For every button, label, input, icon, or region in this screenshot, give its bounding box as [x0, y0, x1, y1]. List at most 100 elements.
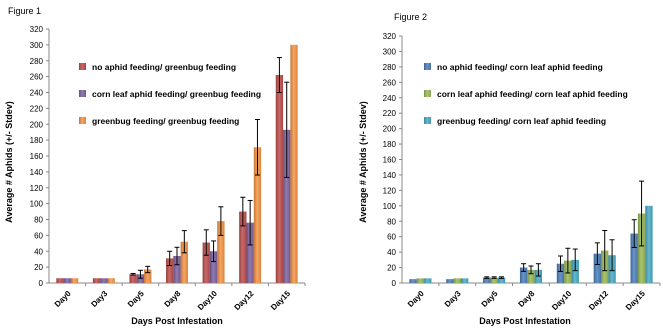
- bar: [556, 263, 565, 283]
- chart-figure-2: Figure 2 0 20 40 60 80 100 120 140 160 180 200 220 24…: [358, 12, 661, 326]
- x-tick-label: Day10: [550, 289, 573, 312]
- bar: [527, 269, 535, 283]
- bar: [409, 279, 417, 283]
- chart-figure-1: Figure 1 0 20 40 60 80 100 120 140 160 180 200 220 24…: [4, 6, 306, 326]
- y-tick-label: 280: [383, 63, 397, 72]
- bar: [166, 258, 174, 283]
- y-tick-label: 320: [383, 32, 397, 41]
- legend-label: greenbug feeding/ corn leaf aphid feedin…: [437, 116, 606, 126]
- x-tick-label: Day10: [196, 289, 219, 312]
- bar: [180, 241, 188, 283]
- bar: [100, 278, 108, 283]
- bar: [217, 221, 225, 283]
- legend-swatch: [424, 117, 431, 124]
- x-tick-label: Day5: [480, 289, 500, 309]
- y-tick-label: 160: [30, 152, 44, 161]
- y-tick-label: 80: [387, 217, 396, 226]
- y-tick-label: 320: [30, 25, 44, 34]
- y-tick-label: 220: [383, 109, 397, 118]
- y-tick-label: 280: [30, 57, 44, 66]
- x-tick-label: Day12: [587, 289, 610, 312]
- y-axis-title: Average # Aphids (+/- Stdev): [4, 101, 14, 223]
- bar: [246, 222, 254, 283]
- y-tick-label: 60: [387, 233, 396, 242]
- bar: [92, 278, 101, 283]
- legend-swatch: [424, 90, 431, 97]
- x-tick-label: Day3: [443, 289, 463, 309]
- legend-label: greenbug feeding/ greenbug feeding: [92, 116, 239, 126]
- y-tick-label: 240: [383, 94, 397, 103]
- bar: [107, 278, 115, 283]
- figure-label: Figure 2: [394, 12, 427, 22]
- y-tick-label: 60: [34, 231, 43, 240]
- y-tick-label: 100: [30, 200, 44, 209]
- x-tick-label: Day15: [269, 289, 292, 312]
- y-tick-label: 120: [30, 184, 44, 193]
- bar: [253, 147, 262, 283]
- bar: [630, 233, 638, 283]
- bar: [63, 278, 71, 283]
- bar: [144, 269, 152, 283]
- x-axis-title: Days Post Infestation: [479, 316, 571, 326]
- y-tick-label: 0: [39, 279, 44, 288]
- x-tick-label: Day3: [89, 289, 109, 309]
- legend-swatch: [79, 117, 86, 124]
- y-tick-label: 140: [383, 171, 397, 180]
- y-tick-label: 240: [30, 89, 44, 98]
- x-tick-label: Day15: [624, 289, 647, 312]
- y-tick-label: 200: [383, 125, 397, 134]
- y-tick-label: 80: [34, 216, 43, 225]
- bar: [446, 279, 454, 283]
- y-tick-label: 100: [383, 202, 397, 211]
- x-axis-title: Days Post Infestation: [131, 316, 223, 326]
- bar: [239, 211, 247, 283]
- y-tick-label: 260: [383, 78, 397, 87]
- y-tick-label: 200: [30, 120, 44, 129]
- legend-swatch: [79, 90, 86, 97]
- x-tick-label: Day8: [517, 289, 537, 309]
- y-tick-label: 300: [383, 47, 397, 56]
- legend-swatch: [79, 63, 86, 70]
- bar: [290, 44, 298, 283]
- bar: [283, 129, 291, 283]
- bar: [519, 267, 528, 283]
- y-tick-label: 260: [30, 73, 44, 82]
- x-tick-label: Day0: [53, 289, 73, 309]
- y-tick-label: 220: [30, 104, 44, 113]
- bar: [70, 278, 79, 283]
- x-tick-label: Day0: [406, 289, 426, 309]
- y-tick-label: 20: [387, 264, 396, 273]
- x-tick-label: Day12: [233, 289, 256, 312]
- y-tick-label: 300: [30, 41, 44, 50]
- legend-label: corn leaf aphid feeding/ corn leaf aphid…: [437, 89, 628, 99]
- y-tick-label: 0: [392, 279, 397, 288]
- x-tick-label: Day5: [126, 289, 146, 309]
- bar: [593, 253, 602, 283]
- legend-label: no aphid feeding/ greenbug feeding: [92, 62, 236, 72]
- bar: [453, 278, 461, 283]
- bar: [56, 278, 64, 283]
- bar: [460, 278, 469, 283]
- bar: [490, 277, 498, 283]
- y-tick-label: 120: [383, 186, 397, 195]
- bar: [497, 277, 506, 283]
- bar: [571, 259, 579, 283]
- y-tick-label: 160: [383, 156, 397, 165]
- legend-label: corn leaf aphid feeding/ greenbug feedin…: [92, 89, 261, 99]
- bar: [129, 274, 137, 283]
- bar: [173, 256, 181, 283]
- y-tick-label: 40: [34, 247, 43, 256]
- x-tick-label: Day8: [163, 289, 183, 309]
- y-axis-title: Average # Aphids (+/- Stdev): [358, 101, 368, 223]
- legend-label: no aphid feeding/ corn leaf aphid feedin…: [437, 62, 603, 72]
- bar: [645, 205, 653, 283]
- y-tick-label: 180: [30, 136, 44, 145]
- figure-label: Figure 1: [8, 6, 41, 16]
- bar: [483, 277, 491, 283]
- bar: [209, 251, 218, 283]
- y-tick-label: 180: [383, 140, 397, 149]
- bar: [275, 75, 284, 283]
- bar: [424, 278, 432, 283]
- y-tick-label: 140: [30, 168, 44, 177]
